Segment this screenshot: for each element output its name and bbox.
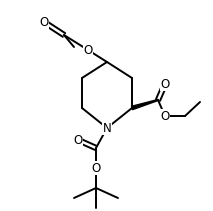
Text: O: O bbox=[83, 43, 93, 57]
Text: O: O bbox=[160, 110, 170, 123]
Text: O: O bbox=[73, 134, 83, 146]
Text: N: N bbox=[103, 122, 111, 134]
Polygon shape bbox=[131, 100, 158, 110]
Text: O: O bbox=[91, 161, 101, 174]
Text: O: O bbox=[160, 77, 170, 91]
Text: O: O bbox=[39, 15, 49, 28]
